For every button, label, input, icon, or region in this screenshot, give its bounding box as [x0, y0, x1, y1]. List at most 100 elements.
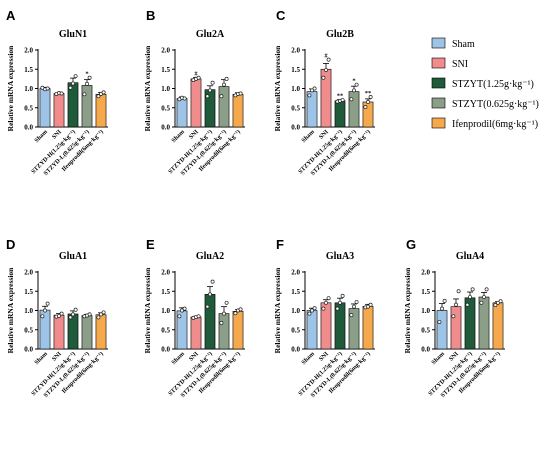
- y-tick-label: 1.0: [161, 85, 170, 93]
- data-point: [87, 312, 92, 317]
- bar: [218, 313, 230, 350]
- data-point: [470, 287, 475, 292]
- chart-title: GluA4: [456, 251, 484, 262]
- data-point: [238, 91, 243, 96]
- data-point: [96, 315, 101, 320]
- y-tick-label: 2.0: [161, 269, 170, 277]
- chart-panel-g: G GluA4 Relative mRNA expression 0.0 0.5 1.0 1…: [403, 237, 505, 399]
- legend-label: Sham: [452, 39, 475, 50]
- data-point: [45, 301, 50, 306]
- y-tick-label: 2.0: [24, 269, 33, 277]
- data-point: [324, 300, 328, 305]
- chart-title: GluA2: [196, 251, 224, 262]
- data-point: [349, 97, 354, 102]
- data-point: [479, 300, 484, 305]
- y-tick-label: 0.0: [24, 124, 33, 132]
- bar: [53, 314, 65, 350]
- bar: [39, 88, 51, 128]
- bar: [436, 310, 448, 350]
- y-axis-label: Relative mRNA expression: [273, 267, 282, 354]
- significance-label: *: [85, 71, 88, 78]
- chart-title: Glu2B: [326, 29, 354, 40]
- data-point: [366, 100, 370, 104]
- legend-label: STZYT(1.25g·kg⁻¹): [452, 79, 534, 90]
- legend-swatch: [431, 117, 446, 129]
- bar: [95, 314, 107, 350]
- legend-swatch: [431, 77, 446, 89]
- panel-letter: C: [276, 8, 286, 23]
- chart-panel-e: E GluA2 Relative mRNA expression 0.0 0.5 1.0 1…: [143, 237, 245, 399]
- y-axis-label: Relative mRNA expression: [143, 267, 152, 354]
- data-point: [368, 95, 373, 99]
- y-tick-label: 0.0: [291, 346, 300, 354]
- data-point: [437, 320, 442, 324]
- data-point: [224, 76, 229, 81]
- data-point: [454, 302, 458, 307]
- y-tick-label: 0.5: [24, 326, 33, 334]
- y-tick-label: 0.0: [421, 346, 430, 354]
- y-tick-label: 0.5: [421, 326, 430, 334]
- data-point: [224, 300, 229, 305]
- legend-swatch: [431, 57, 446, 69]
- data-point: [324, 68, 328, 72]
- data-point: [493, 303, 498, 308]
- data-point: [57, 313, 61, 318]
- bar: [218, 86, 230, 128]
- data-point: [468, 295, 472, 299]
- data-point: [99, 312, 103, 317]
- bar: [81, 85, 93, 128]
- y-tick-label: 1.0: [421, 307, 430, 315]
- data-point: [338, 300, 342, 305]
- chart-title: GluA3: [326, 251, 354, 262]
- data-point: [307, 311, 312, 316]
- data-point: [340, 98, 345, 103]
- data-point: [222, 311, 226, 316]
- chart-panel-d: D GluA1 Relative mRNA expression 0.0 0.5 1.0 1…: [6, 237, 108, 399]
- bar: [450, 306, 462, 350]
- x-tick-label: Sham: [300, 128, 316, 144]
- data-point: [238, 307, 243, 312]
- x-tick-label: Sham: [33, 128, 49, 144]
- y-tick-label: 1.0: [291, 85, 300, 93]
- bar: [81, 315, 93, 350]
- y-tick-label: 2.0: [291, 47, 300, 55]
- data-point: [321, 75, 326, 80]
- data-point: [219, 320, 224, 325]
- panel-letter: A: [6, 8, 16, 23]
- panel-letter: G: [406, 237, 416, 252]
- y-tick-label: 0.5: [161, 326, 170, 334]
- y-tick-label: 1.0: [24, 85, 33, 93]
- y-axis-label: Relative mRNA expression: [403, 267, 412, 354]
- data-point: [68, 85, 73, 90]
- data-point: [71, 81, 75, 86]
- data-point: [456, 289, 461, 294]
- legend-label: Ifenprodil(6mg·kg⁻¹): [452, 119, 538, 130]
- x-tick-label: Sham: [33, 350, 49, 366]
- data-point: [363, 105, 368, 109]
- data-point: [354, 300, 359, 304]
- x-tick-label: Sham: [430, 350, 446, 366]
- y-tick-label: 0.5: [291, 326, 300, 334]
- data-point: [205, 94, 210, 99]
- data-point: [208, 292, 212, 297]
- data-point: [368, 302, 373, 307]
- data-point: [85, 81, 89, 86]
- legend-label: SNI: [452, 59, 468, 70]
- bar: [232, 93, 244, 128]
- data-point: [326, 296, 331, 301]
- y-tick-label: 1.5: [421, 288, 430, 296]
- chart-title: GluA1: [59, 251, 87, 262]
- data-point: [101, 90, 106, 95]
- data-point: [312, 86, 317, 91]
- x-tick-label: Sham: [170, 128, 186, 144]
- y-tick-label: 0.0: [24, 346, 33, 354]
- y-tick-label: 1.5: [161, 288, 170, 296]
- y-axis-label: Relative mRNA expression: [6, 45, 15, 132]
- chart-title: Glu2A: [196, 29, 225, 40]
- panel-letter: E: [146, 237, 155, 252]
- chart-panel-f: F GluA3 Relative mRNA expression 0.0 0.5 1.0 1…: [273, 237, 375, 399]
- legend-swatch: [431, 37, 446, 49]
- chart-panel-c: C Glu2B Relative mRNA expression 0.0 0.5 1.0 1…: [273, 8, 375, 177]
- bar: [204, 294, 216, 350]
- legend-label: STZYT(0.625g·kg⁻¹): [452, 99, 539, 110]
